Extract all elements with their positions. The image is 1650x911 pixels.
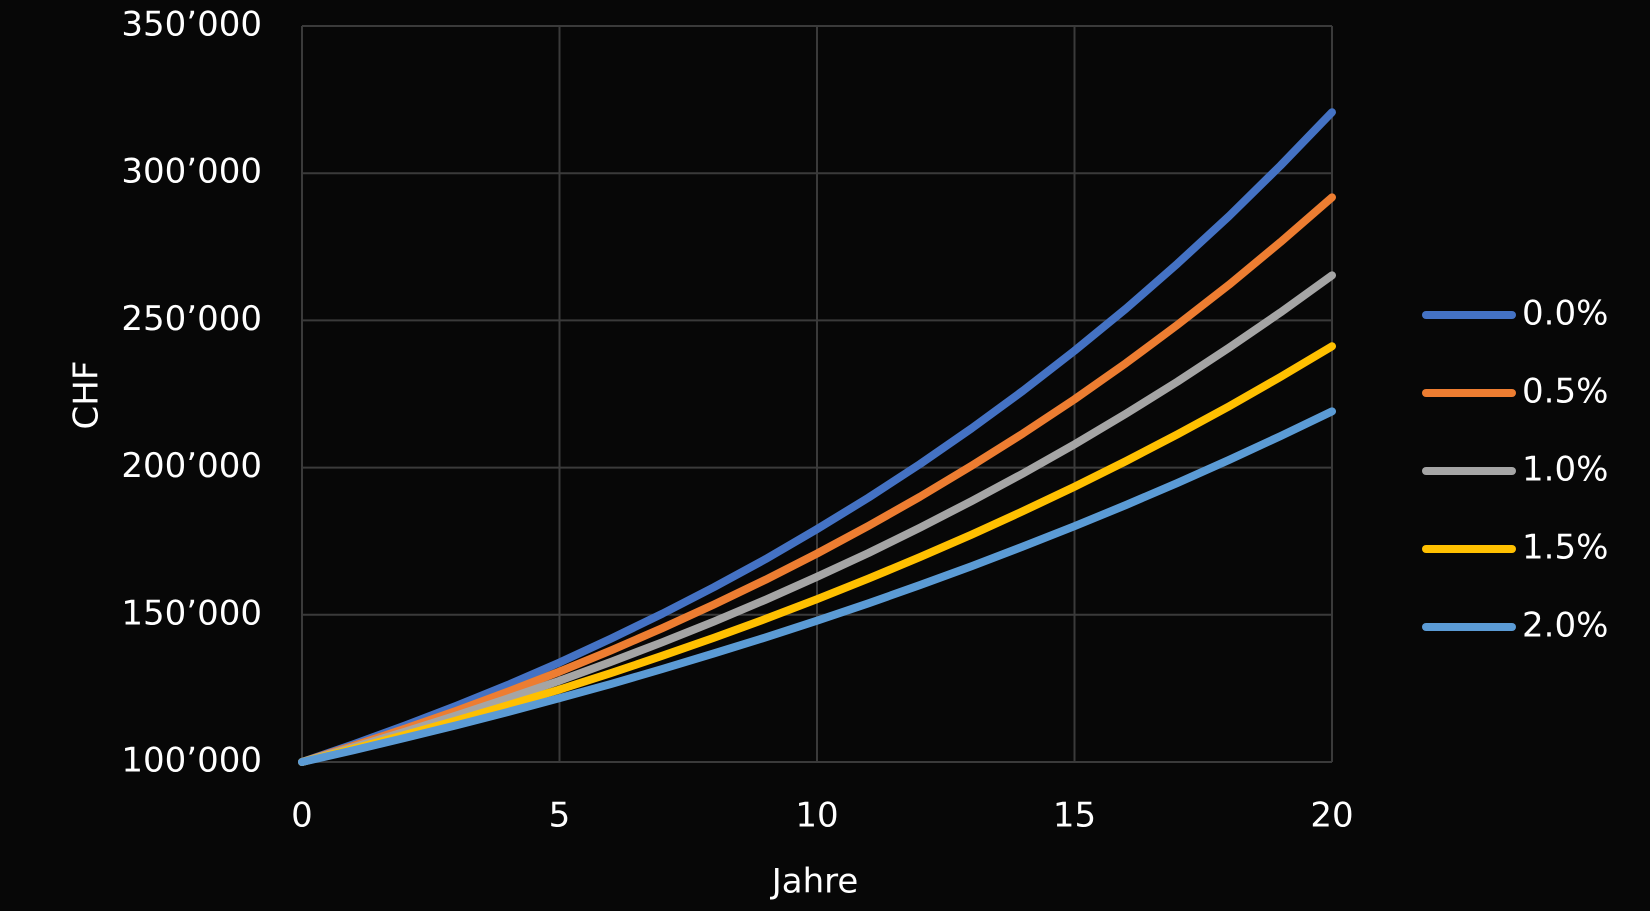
data-line [298,193,1336,766]
legend-label: 1.0% [1522,450,1608,490]
legend-label: 2.0% [1522,606,1608,646]
y-tick-label: 100’000 [121,741,262,781]
x-tick-label: 10 [795,796,838,836]
data-line [298,407,1336,766]
x-tick-label: 15 [1053,796,1096,836]
data-line [298,271,1336,766]
legend-label: 1.5% [1522,528,1608,568]
y-tick-label: 150’000 [121,593,262,633]
y-tick-label: 350’000 [121,5,262,45]
y-axis-label: CHF [67,361,107,430]
x-tick-label: 5 [549,796,571,836]
y-tick-label: 250’000 [121,299,262,339]
y-tick-label: 200’000 [121,446,262,486]
x-tick-label: 0 [291,796,313,836]
legend-label: 0.5% [1522,372,1608,412]
data-line [298,108,1336,766]
data-line [298,342,1336,766]
y-tick-label: 300’000 [121,152,262,192]
x-axis-label: Jahre [770,862,859,902]
x-tick-label: 20 [1310,796,1353,836]
legend-label: 0.0% [1522,294,1608,334]
